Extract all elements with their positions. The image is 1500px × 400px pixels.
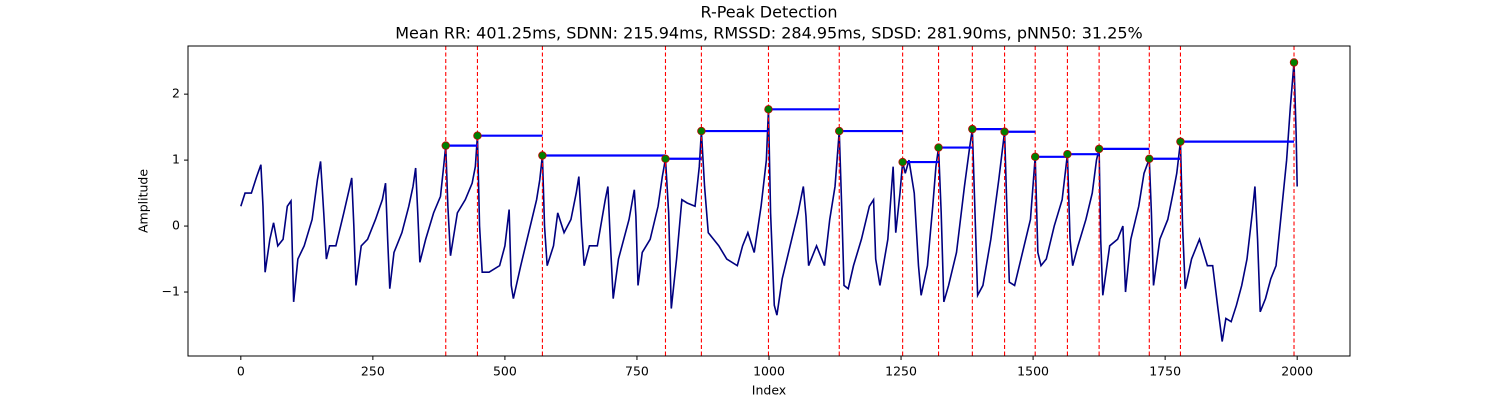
x-tick-label: 750 (625, 364, 649, 379)
r-peak (1094, 144, 1104, 154)
x-tick-label: 250 (361, 364, 385, 379)
plot-frame (187, 45, 1351, 357)
r-peak (934, 143, 943, 152)
r-peak (835, 126, 844, 136)
r-peak (1031, 152, 1040, 162)
y-tick-label: 0 (172, 218, 180, 233)
r-peak (538, 151, 547, 160)
x-tick-label: 1000 (753, 364, 785, 379)
x-tick-label: 1500 (1017, 364, 1049, 379)
r-peak (1145, 154, 1154, 163)
y-tick-label: 1 (172, 152, 180, 167)
y-axis-label: Amplitude (136, 169, 151, 233)
r-peak (1000, 127, 1009, 136)
r-peak (1063, 149, 1072, 159)
r-peak (1176, 137, 1185, 146)
r-peak (697, 126, 706, 136)
x-axis-label: Index (752, 383, 786, 398)
r-peak (473, 131, 482, 140)
chart-title: R-Peak Detection (700, 3, 837, 22)
r-peak (968, 124, 977, 134)
r-peak (764, 105, 773, 114)
y-tick-label: 2 (172, 86, 180, 101)
r-peak (441, 141, 450, 150)
x-tick-label: 1750 (1149, 364, 1181, 379)
y-tick-label: −1 (162, 284, 180, 299)
x-tick-label: 0 (237, 364, 245, 379)
r-peak (1289, 58, 1299, 67)
x-tick-label: 500 (493, 364, 517, 379)
r-peak (661, 154, 670, 163)
x-tick-label: 1250 (885, 364, 917, 379)
chart-subtitle: Mean RR: 401.25ms, SDNN: 215.94ms, RMSSD… (395, 24, 1143, 43)
r-peak (898, 157, 907, 167)
x-tick-label: 2000 (1281, 364, 1313, 379)
